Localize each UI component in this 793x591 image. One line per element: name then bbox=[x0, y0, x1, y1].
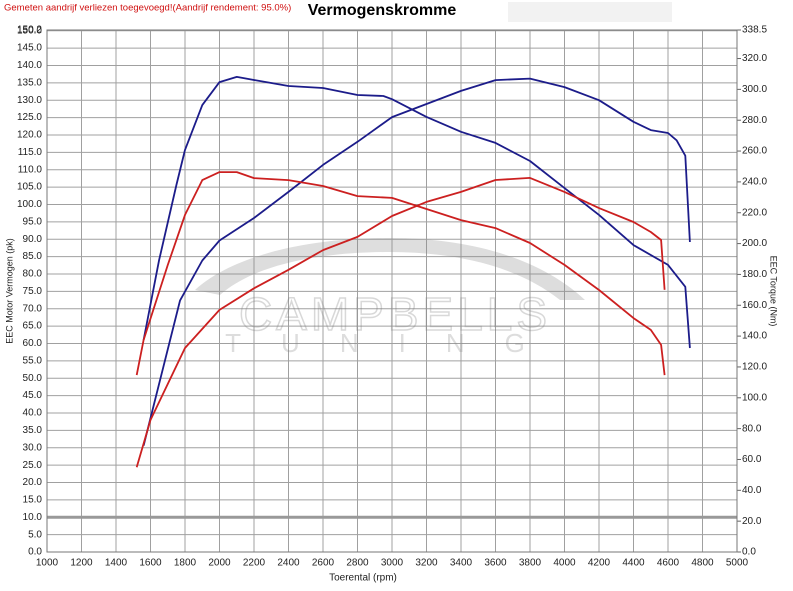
y2-tick-label: 338.5 bbox=[742, 25, 767, 36]
x-tick-label: 1200 bbox=[70, 558, 93, 569]
y-tick-label: 40.0 bbox=[23, 408, 43, 419]
x-tick-label: 1600 bbox=[139, 558, 162, 569]
y-tick-label: 140.0 bbox=[17, 60, 42, 71]
y2-tick-label: 0.0 bbox=[742, 547, 756, 558]
y-tick-label: 150.2 bbox=[17, 25, 42, 36]
y-tick-label: 15.0 bbox=[23, 495, 43, 506]
x-tick-label: 2800 bbox=[346, 558, 369, 569]
x-tick-label: 1000 bbox=[36, 558, 59, 569]
x-axis-title: Toerental (rpm) bbox=[329, 573, 397, 584]
y-tick-label: 30.0 bbox=[23, 442, 43, 453]
y-tick-label: 75.0 bbox=[23, 286, 43, 297]
chart-title: Vermogenskromme bbox=[308, 2, 457, 19]
plot-border bbox=[46, 29, 738, 553]
y-tick-label: 110.0 bbox=[18, 164, 43, 175]
y-tick-label: 125.0 bbox=[17, 112, 42, 123]
series-line bbox=[142, 76, 691, 349]
y-tick-label: 5.0 bbox=[28, 529, 42, 540]
x-tick-label: 3600 bbox=[484, 558, 507, 569]
watermark: CAMPBELLS TUNING bbox=[195, 238, 585, 358]
y2-tick-label: 20.0 bbox=[742, 516, 762, 527]
watermark-text: TUNING bbox=[225, 328, 565, 358]
y-tick-label: 60.0 bbox=[23, 338, 43, 349]
y2-tick-label: 320.0 bbox=[742, 53, 767, 64]
header-box bbox=[508, 2, 672, 22]
y2-tick-label: 220.0 bbox=[742, 207, 767, 218]
y2-axis-title: EEC Torque (Nm) bbox=[769, 256, 779, 327]
y-tick-label: 85.0 bbox=[23, 251, 43, 262]
y-tick-label: 120.0 bbox=[17, 130, 42, 141]
y2-tick-label: 240.0 bbox=[742, 177, 767, 188]
y-tick-label: 45.0 bbox=[23, 390, 43, 401]
x-tick-label: 3800 bbox=[519, 558, 542, 569]
series-line bbox=[135, 171, 666, 376]
series-line bbox=[142, 77, 691, 446]
y-tick-label: 95.0 bbox=[23, 216, 43, 227]
y-tick-label: 100.0 bbox=[17, 199, 42, 210]
y-tick-label: 90.0 bbox=[23, 234, 43, 245]
x-tick-label: 3400 bbox=[450, 558, 473, 569]
y-tick-label: 115.0 bbox=[18, 147, 43, 158]
y2-tick-label: 140.0 bbox=[742, 331, 767, 342]
y2-tick-label: 60.0 bbox=[742, 454, 762, 465]
series-line bbox=[135, 177, 666, 468]
x-tick-label: 4600 bbox=[657, 558, 680, 569]
y2-tick-label: 260.0 bbox=[742, 146, 767, 157]
y-tick-label: 0.0 bbox=[28, 547, 42, 558]
y-tick-label: 50.0 bbox=[23, 373, 43, 384]
y2-tick-label: 280.0 bbox=[742, 115, 767, 126]
y2-tick-label: 200.0 bbox=[742, 238, 767, 249]
y-tick-label: 135.0 bbox=[17, 77, 42, 88]
x-tick-label: 4000 bbox=[553, 558, 576, 569]
y2-tick-label: 100.0 bbox=[742, 392, 767, 403]
x-tick-label: 4200 bbox=[588, 558, 611, 569]
y2-tick-label: 300.0 bbox=[742, 84, 767, 95]
y-tick-label: 105.0 bbox=[17, 182, 42, 193]
y2-tick-label: 120.0 bbox=[742, 362, 767, 373]
note: Gemeten aandrijf verliezen toegevoegd!(A… bbox=[4, 3, 291, 14]
watermark-text: CAMPBELLS bbox=[239, 288, 551, 340]
x-tick-label: 2400 bbox=[277, 558, 300, 569]
y-tick-label: 20.0 bbox=[23, 477, 43, 488]
x-tick-label: 1400 bbox=[105, 558, 128, 569]
x-tick-label: 4400 bbox=[622, 558, 645, 569]
x-tick-label: 1800 bbox=[174, 558, 197, 569]
watermark-car bbox=[195, 238, 585, 300]
y2-tick-label: 40.0 bbox=[742, 485, 762, 496]
y-tick-label: 80.0 bbox=[23, 269, 43, 280]
y-tick-label: 10.0 bbox=[23, 512, 43, 523]
y-tick-label: 25.0 bbox=[23, 460, 43, 471]
x-tick-label: 2000 bbox=[208, 558, 231, 569]
x-tick-label: 2200 bbox=[243, 558, 266, 569]
x-tick-label: 4800 bbox=[691, 558, 714, 569]
x-tick-label: 2600 bbox=[312, 558, 335, 569]
x-tick-label: 3200 bbox=[415, 558, 438, 569]
y-tick-label: 130.0 bbox=[17, 95, 42, 106]
x-tick-label: 5000 bbox=[726, 558, 749, 569]
y-tick-label: 70.0 bbox=[23, 303, 43, 314]
y-tick-label: 65.0 bbox=[23, 321, 43, 332]
y2-tick-label: 80.0 bbox=[742, 423, 762, 434]
y-tick-label: 145.0 bbox=[17, 43, 42, 54]
y-tick-label: 150.0 bbox=[17, 25, 42, 36]
y2-tick-label: 180.0 bbox=[742, 269, 767, 280]
y-tick-label: 55.0 bbox=[23, 355, 43, 366]
y-tick-label: 35.0 bbox=[23, 425, 43, 436]
x-tick-label: 3000 bbox=[381, 558, 404, 569]
y2-tick-label: 160.0 bbox=[742, 300, 767, 311]
y-axis-title: EEC Motor Vermogen (pk) bbox=[4, 238, 14, 344]
